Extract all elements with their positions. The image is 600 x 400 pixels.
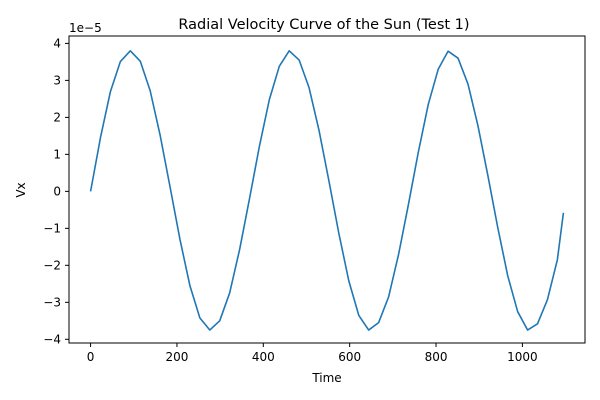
- plot-area: [68, 35, 586, 344]
- x-tick-label: 600: [338, 350, 361, 364]
- x-axis-title: Time: [311, 371, 341, 385]
- x-tick-label: 1000: [507, 350, 538, 364]
- y-axis: −4 −3 −2 −1 0 1 2 3 4: [43, 36, 69, 346]
- y-tick-label: −2: [43, 258, 61, 272]
- x-axis: 0 200 400 600 800 1000: [87, 343, 538, 364]
- x-tick-label: 0: [87, 350, 95, 364]
- y-axis-title: Vx: [14, 182, 28, 197]
- y-tick-label: 3: [53, 73, 61, 87]
- x-tick-label: 200: [165, 350, 188, 364]
- x-tick-label: 400: [252, 350, 275, 364]
- y-offset-label: 1e−5: [69, 21, 102, 35]
- y-tick-label: −1: [43, 221, 61, 235]
- vx-series-line: [89, 50, 565, 331]
- plot-frame: [68, 35, 586, 344]
- chart-title: Radial Velocity Curve of the Sun (Test 1…: [178, 17, 469, 33]
- y-tick-label: −3: [43, 295, 61, 309]
- y-tick-label: 2: [53, 110, 61, 124]
- y-tick-label: 1: [53, 147, 61, 161]
- y-tick-label: −4: [43, 332, 61, 346]
- x-tick-label: 800: [425, 350, 448, 364]
- y-tick-label: 4: [53, 36, 61, 50]
- y-tick-label: 0: [53, 184, 61, 198]
